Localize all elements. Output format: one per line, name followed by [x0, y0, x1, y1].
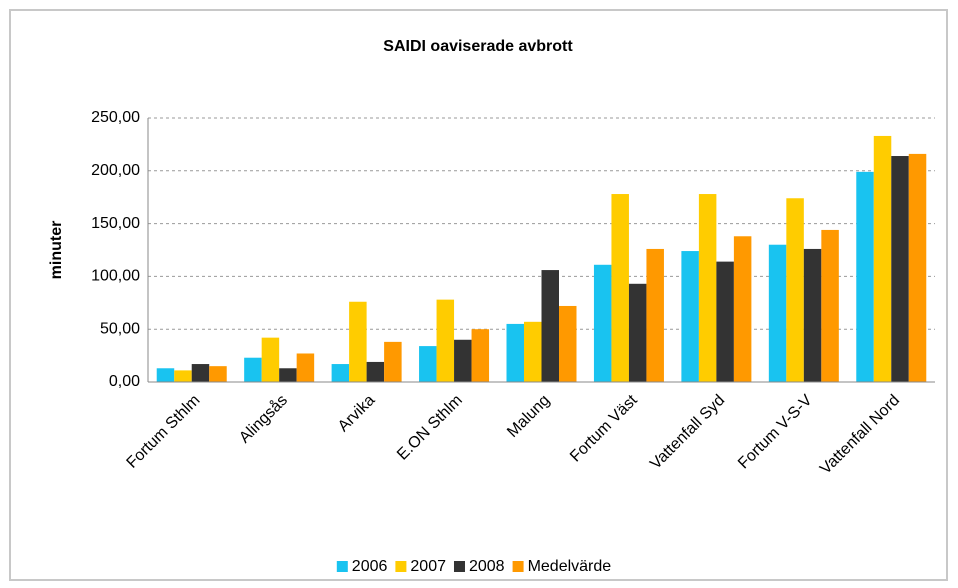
- bar: [366, 361, 385, 382]
- legend-swatch: [512, 561, 524, 572]
- bar: [681, 251, 699, 382]
- bar: [786, 198, 804, 382]
- bar: [646, 248, 664, 382]
- bar: [296, 353, 315, 382]
- bar: [261, 337, 280, 382]
- bar: [716, 261, 734, 382]
- bar: [873, 135, 892, 382]
- legend-label: Medelvärde: [528, 558, 612, 575]
- y-tick-label: 50,00: [100, 320, 140, 337]
- bar: [891, 156, 909, 382]
- legend-swatch: [395, 561, 407, 572]
- bar: [436, 299, 455, 382]
- bar: [331, 364, 350, 382]
- chart-title: SAIDI oaviserade avbrott: [383, 38, 573, 55]
- bar: [384, 341, 402, 382]
- y-tick-label: 100,00: [91, 268, 140, 285]
- bar: [174, 370, 192, 382]
- bar: [191, 364, 210, 382]
- y-tick-label: 200,00: [91, 162, 140, 179]
- bar: [471, 329, 490, 382]
- legend-label: 2008: [469, 558, 505, 575]
- y-tick-label: 0,00: [109, 373, 140, 390]
- y-tick-label: 250,00: [91, 109, 140, 126]
- bar: [856, 171, 874, 382]
- bar: [349, 301, 367, 382]
- bar: [698, 194, 717, 382]
- bar: [803, 248, 822, 382]
- bar: [279, 368, 297, 382]
- legend-swatch: [336, 561, 348, 572]
- bar: [821, 229, 839, 382]
- bar: [244, 357, 262, 382]
- bar: [593, 264, 612, 382]
- bar: [156, 368, 175, 382]
- bar: [209, 366, 227, 382]
- bar: [419, 346, 437, 382]
- legend-swatch: [453, 561, 465, 572]
- legend-label: 2007: [410, 558, 446, 575]
- legend-label: 2006: [352, 558, 388, 575]
- bar: [628, 283, 647, 382]
- bar: [506, 323, 524, 382]
- bar: [611, 194, 629, 382]
- bar: [454, 339, 472, 382]
- bar: [524, 321, 542, 382]
- bar: [541, 270, 559, 382]
- bar: [908, 153, 927, 382]
- bar: [559, 305, 577, 382]
- bar: [733, 236, 752, 382]
- y-axis-title: minuter: [48, 221, 65, 280]
- y-tick-label: 150,00: [91, 215, 140, 232]
- bar: [768, 244, 787, 382]
